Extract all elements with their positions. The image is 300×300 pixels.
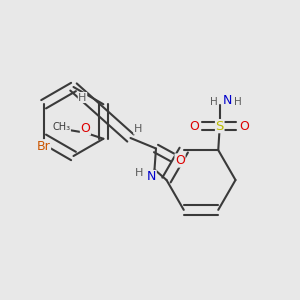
Text: O: O [239,120,249,133]
Text: H: H [235,97,242,107]
Text: N: N [223,94,232,107]
Text: O: O [189,120,199,133]
Text: N: N [147,170,156,184]
Text: H: H [135,167,143,178]
Text: O: O [175,154,185,167]
Text: H: H [211,97,218,107]
Text: H: H [78,92,87,103]
Text: CH₃: CH₃ [52,122,70,132]
Text: S: S [216,120,224,133]
Text: Br: Br [37,140,50,153]
Text: O: O [80,122,90,135]
Text: H: H [134,124,142,134]
